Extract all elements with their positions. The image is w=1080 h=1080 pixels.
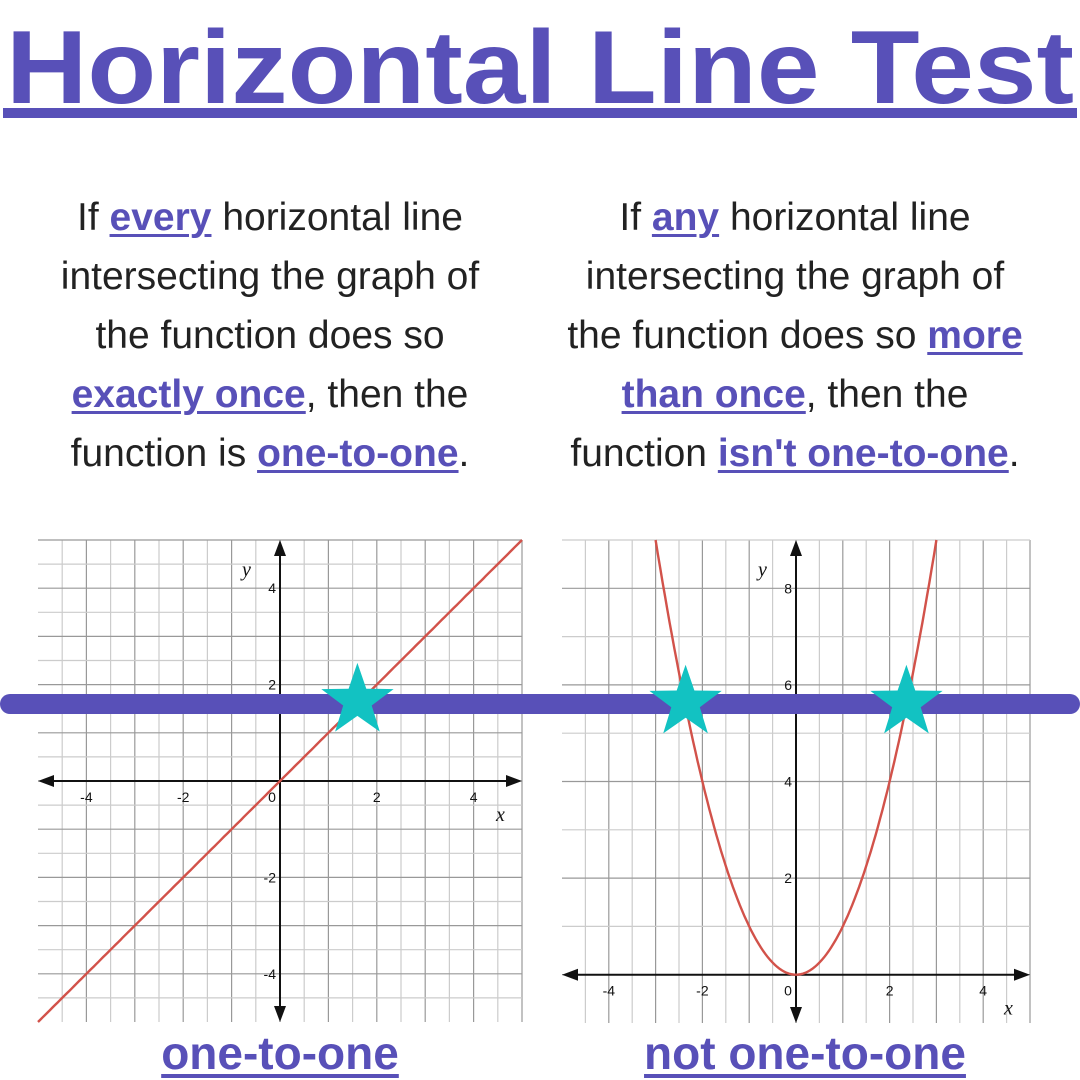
text-line: the function does so more [525, 306, 1065, 365]
text-line: function isn't one-to-one. [525, 424, 1065, 483]
x-axis-arrow-right [1014, 968, 1030, 981]
title-underline [3, 108, 1077, 118]
y-tick-label: 8 [784, 580, 792, 596]
text-line: exactly once, then the [0, 365, 540, 424]
caption-one-to-one: one-to-one [161, 1027, 399, 1079]
text-segment: function [570, 432, 718, 475]
y-tick-label: 6 [784, 677, 792, 693]
emphasis: than once [621, 373, 806, 416]
y-tick-label: -2 [264, 869, 277, 885]
function-curve [37, 539, 523, 1023]
intersection-star-icon [649, 664, 722, 734]
text-segment: . [1008, 432, 1020, 475]
y-tick-label: 2 [784, 870, 792, 886]
y-axis-label: y [240, 559, 251, 581]
graph-linear: -4 -2 0 2 4 -4 -2 2 4 x y [37, 539, 523, 1023]
emphasis: more [927, 314, 1023, 357]
x-tick-label: 0 [784, 983, 792, 999]
y-axis-arrow-down [790, 1007, 802, 1023]
x-axis-arrow-left [562, 968, 578, 981]
text-segment: intersecting the graph of [585, 255, 1005, 298]
y-axis-arrow-up [274, 540, 286, 556]
emphasis: one-to-one [257, 432, 459, 475]
text-segment: If [619, 196, 652, 239]
y-tick-label: -4 [264, 966, 277, 982]
text-segment: , then the [805, 373, 969, 416]
x-tick-label: 2 [373, 789, 381, 805]
y-tick-label: 4 [268, 580, 276, 596]
emphasis: isn't one-to-one [717, 432, 1009, 475]
one-to-one-explanation: If every horizontal line intersecting the… [0, 188, 540, 483]
text-line: than once, then the [525, 365, 1065, 424]
x-tick-label: 0 [268, 789, 276, 805]
y-axis-arrow-down [274, 1006, 286, 1022]
emphasis: every [109, 196, 212, 239]
text-segment: horizontal line [719, 196, 971, 239]
text-line: intersecting the graph of [525, 247, 1065, 306]
intersection-star-icon [870, 664, 943, 734]
caption-not-one-to-one: not one-to-one [644, 1027, 966, 1079]
x-axis-arrow-left [38, 775, 54, 787]
text-segment: horizontal line [211, 196, 463, 239]
emphasis: any [651, 196, 720, 239]
y-tick-label: 4 [784, 774, 792, 790]
x-axis-arrow-right [506, 775, 522, 787]
text-line: intersecting the graph of [0, 247, 540, 306]
graph-parabola: -4 -2 0 2 4 2 4 6 8 x y [562, 539, 1031, 1023]
y-axis-label: y [756, 559, 767, 581]
text-line: the function does so [0, 306, 540, 365]
x-tick-label: -4 [603, 983, 616, 999]
y-tick-label: 2 [268, 677, 276, 693]
x-axis-label: x [495, 804, 505, 826]
not-one-to-one-explanation: If any horizontal line intersecting the g… [525, 188, 1065, 483]
emphasis: exactly once [71, 373, 306, 416]
text-line: If every horizontal line [0, 188, 540, 247]
text-segment: the function does so [95, 314, 445, 357]
x-axis-label: x [1003, 998, 1013, 1020]
text-segment: , then the [305, 373, 469, 416]
y-axis-arrow-up [790, 540, 802, 556]
x-tick-label: -4 [80, 789, 93, 805]
function-curve [654, 539, 938, 976]
x-tick-label: -2 [696, 983, 709, 999]
x-tick-label: -2 [177, 789, 190, 805]
text-segment: If [77, 196, 110, 239]
x-tick-label: 2 [886, 983, 894, 999]
page-title: Horizontal Line Test [6, 10, 1074, 126]
text-line: function is one-to-one. [0, 424, 540, 483]
text-segment: the function does so [567, 314, 928, 357]
text-segment: function is [70, 432, 258, 475]
x-tick-label: 4 [979, 983, 987, 999]
text-segment: . [458, 432, 470, 475]
text-line: If any horizontal line [525, 188, 1065, 247]
x-tick-label: 4 [470, 789, 478, 805]
title-banner: Horizontal Line Test [3, 10, 1077, 126]
text-segment: intersecting the graph of [60, 255, 480, 298]
intersection-star-icon [321, 662, 394, 732]
